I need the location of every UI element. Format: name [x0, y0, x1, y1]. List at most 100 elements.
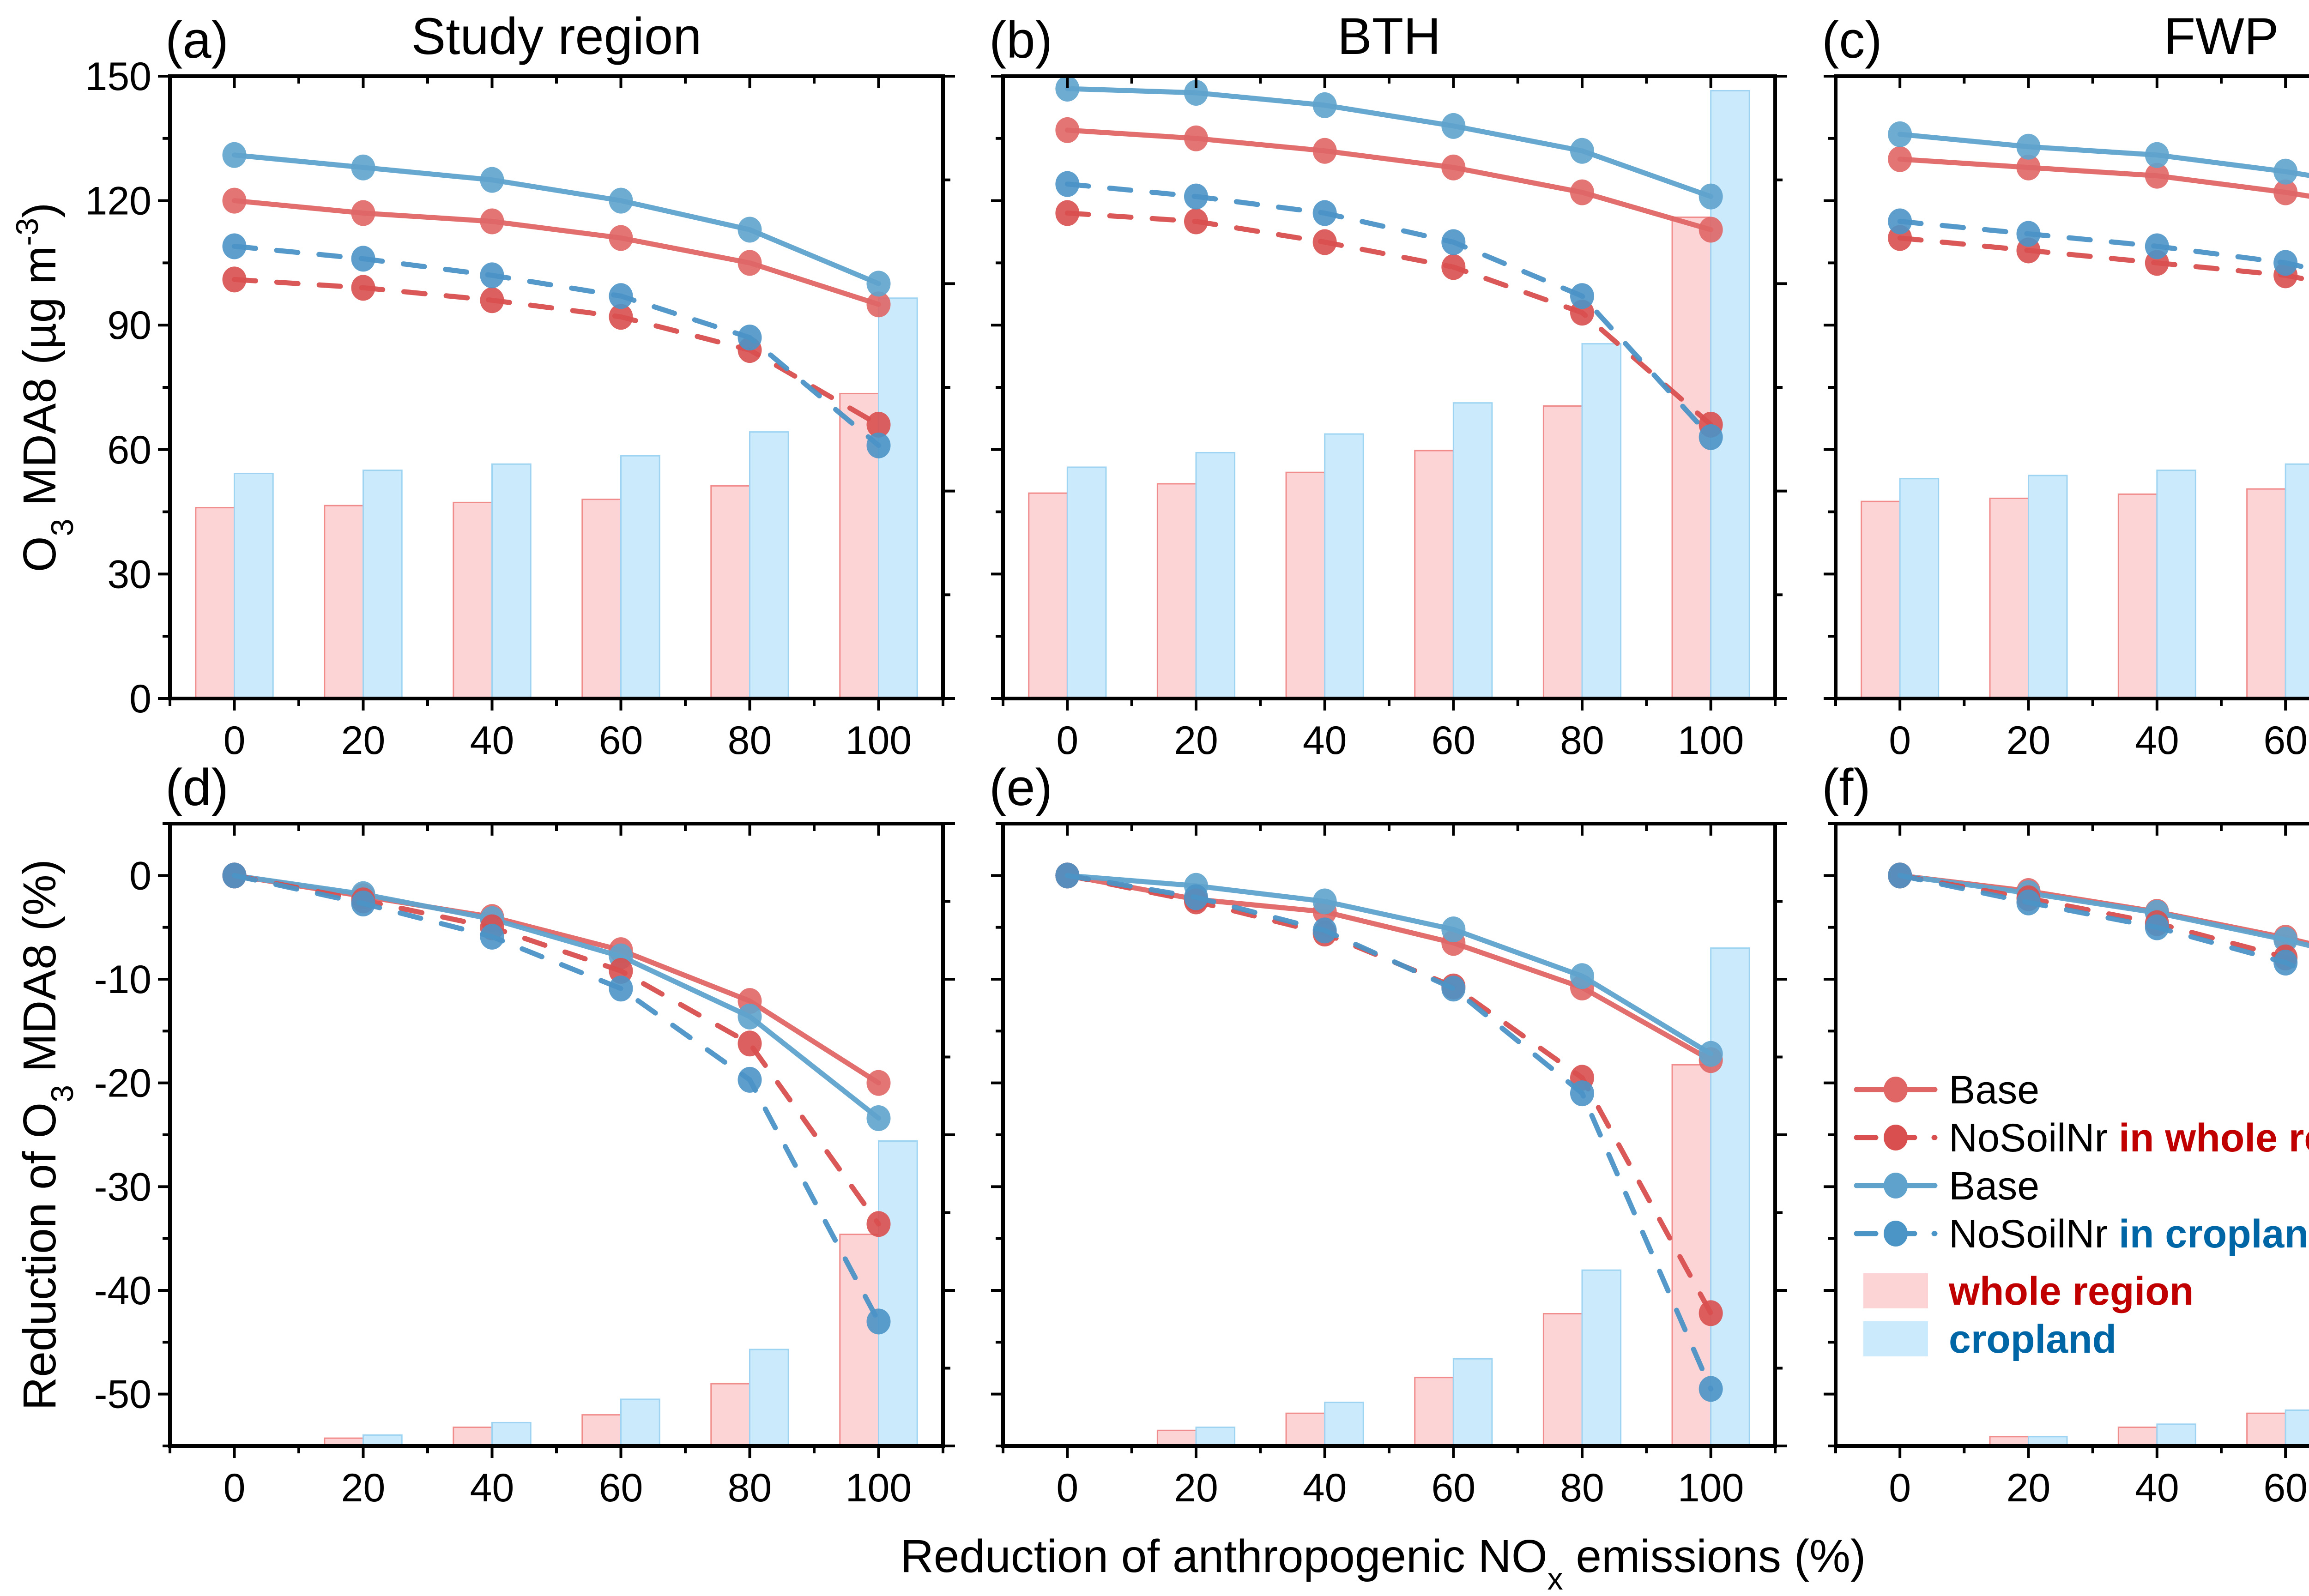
top-left-ylabel: O3 MDA8 (µg m-3) — [10, 203, 80, 572]
marker-red-solid — [2273, 179, 2298, 205]
marker-blue-solid — [1312, 888, 1337, 915]
x-tick-label: 20 — [2007, 1466, 2051, 1510]
bar-blue-bar — [1066, 466, 1107, 699]
series-line-red-solid — [1064, 127, 1714, 233]
marker-red-dash — [480, 287, 504, 313]
series-line-red-dash — [1064, 211, 1714, 428]
bar-blue-bar — [2285, 463, 2309, 699]
legend-label: cropland — [1949, 1317, 2116, 1361]
bar-blue-bar — [491, 1421, 532, 1447]
bar-red-bar — [1414, 1377, 1454, 1447]
x-axis-title: Reduction of anthropogenic NOx emissions… — [901, 1530, 1866, 1596]
bar-blue-bar — [2285, 1409, 2309, 1447]
marker-blue-dash — [2145, 233, 2169, 259]
top-left-ylabel-sub: 3 — [45, 519, 80, 536]
marker-blue-dash — [1312, 200, 1337, 226]
top-left-ylabel-end: ) — [14, 203, 66, 218]
bar-blue-bar — [2028, 475, 2068, 699]
marker-red-solid — [222, 187, 247, 214]
marker-blue-dash — [480, 262, 504, 289]
series-line-red-solid — [232, 873, 881, 1086]
x-tick-label: 20 — [1174, 718, 1218, 763]
marker-blue-dash — [866, 432, 891, 458]
marker-red-solid — [609, 225, 633, 251]
legend-label: Base — [1949, 1068, 2039, 1112]
marker-red-solid — [480, 208, 504, 235]
legend-item: NoSoilNr in cropland — [1854, 1212, 2309, 1256]
panel-label: (e) — [989, 759, 1052, 816]
bar-blue-bar — [878, 1140, 918, 1447]
bar-red-bar — [1671, 217, 1712, 699]
bottom-left-ylabel: Reduction of O3 MDA8 (%) — [14, 859, 80, 1410]
panel-label: (b) — [989, 11, 1052, 69]
marker-blue-solid — [480, 167, 504, 193]
x-axis-title-tail: emissions (%) — [1563, 1530, 1866, 1582]
marker-red-solid — [2145, 163, 2169, 189]
x-tick-label: 80 — [728, 718, 772, 763]
legend-label-text: Base — [1949, 1164, 2039, 1208]
x-tick-label: 100 — [846, 1466, 912, 1510]
bar-red-bar — [2246, 488, 2286, 699]
bar-blue-bar — [363, 470, 403, 699]
marker-blue-dash — [609, 283, 633, 309]
x-tick-label: 0 — [224, 1466, 246, 1510]
series-line-blue-solid — [1064, 873, 1714, 1057]
legend-item: whole region — [1863, 1269, 2194, 1313]
bar-blue-bar — [1324, 433, 1364, 699]
marker-red-solid — [866, 1070, 891, 1096]
panel-title: FWP — [2164, 7, 2279, 65]
marker-blue-dash — [1888, 208, 1912, 235]
panel-e: 0 20 40 60 80 100 (e) — [989, 759, 1787, 1510]
bar-red-bar — [581, 1414, 622, 1447]
legend-swatch-icon — [1863, 1321, 1928, 1356]
legend-label-text: NoSoilNr — [1949, 1116, 2119, 1160]
marker-blue-solid — [737, 217, 762, 243]
legend-label: Base — [1949, 1164, 2039, 1208]
bar-blue-bar — [234, 472, 274, 699]
marker-blue-solid — [222, 142, 247, 168]
marker-blue-dash — [866, 1308, 891, 1335]
bottom-left-ylabel-tail: MDA8 (%) — [14, 859, 66, 1085]
legend-marker-icon — [1884, 1221, 1908, 1247]
y-tick-label: 120 — [85, 179, 152, 223]
bar-red-bar — [1156, 483, 1197, 699]
axes-frame — [168, 74, 945, 700]
bar-red-bar — [710, 1383, 751, 1447]
marker-blue-solid — [609, 187, 633, 214]
x-tick-label: 0 — [1056, 1466, 1078, 1510]
x-tick-label: 20 — [341, 1466, 386, 1510]
bar-red-bar — [2117, 493, 2158, 699]
x-axis-title-sub: x — [1547, 1561, 1563, 1596]
marker-red-dash — [737, 1030, 762, 1057]
marker-blue-dash — [2016, 221, 2041, 247]
legend-item: NoSoilNr in whole region — [1854, 1116, 2309, 1160]
marker-blue-dash — [1184, 884, 1208, 910]
x-tick-label: 20 — [341, 718, 386, 763]
marker-blue-dash — [1441, 976, 1466, 1002]
y-tick-label: 30 — [107, 552, 151, 596]
series-line-red-dash — [232, 277, 881, 428]
y-tick-label: -20 — [94, 1061, 151, 1106]
bar-red-bar — [1285, 1412, 1326, 1447]
marker-red-solid — [2016, 154, 2041, 181]
legend-marker-icon — [1884, 1173, 1908, 1199]
marker-blue-dash — [1570, 283, 1594, 309]
panel-a: 0 20 40 60 80 100 0 30 60 90 120 150 (a) Study region — [85, 7, 955, 763]
series-line-red-dash — [1897, 235, 2309, 283]
legend-item: Base — [1854, 1068, 2039, 1112]
marker-blue-solid — [2273, 158, 2298, 185]
series-line-blue-solid — [1064, 86, 1714, 199]
axes-frame — [168, 822, 945, 1448]
marker-red-dash — [866, 1211, 891, 1237]
bottom-left-ylabel-main: Reduction of O — [14, 1102, 66, 1410]
bar-blue-bar — [1195, 452, 1236, 699]
series-line-blue-dash — [232, 873, 881, 1324]
bar-blue-bar — [1324, 1402, 1364, 1447]
marker-red-dash — [1699, 1300, 1723, 1326]
marker-red-solid — [1312, 138, 1337, 164]
legend-label-highlight: in whole region — [2119, 1116, 2309, 1160]
y-tick-label: -30 — [94, 1165, 151, 1209]
marker-blue-solid — [866, 271, 891, 297]
marker-blue-solid — [1312, 92, 1337, 118]
